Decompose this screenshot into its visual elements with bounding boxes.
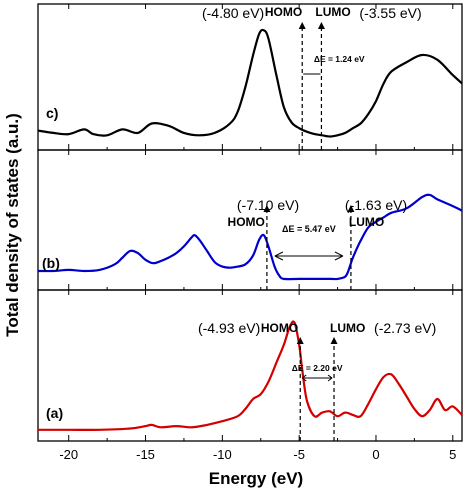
panel-label-1: (b)	[42, 255, 60, 271]
dos-curve-0	[37, 28, 463, 138]
x-axis-label: Energy (eV)	[209, 469, 303, 488]
lumo-value-1: (-1.63 eV)	[345, 197, 407, 213]
lumo-arrowhead-1	[347, 205, 355, 212]
gap-arrowhead-left-1	[274, 251, 284, 261]
lumo-value-0: (-3.55 eV)	[359, 5, 421, 21]
lumo-label-1: LUMO	[349, 215, 384, 229]
gap-arrowhead-left-2	[301, 374, 307, 382]
x-tick-label: -20	[59, 447, 78, 462]
homo-arrowhead-0	[298, 22, 306, 29]
x-tick-label: 5	[449, 447, 456, 462]
homo-arrowhead-1	[263, 205, 271, 212]
x-tick-label: -10	[213, 447, 232, 462]
y-axis-label: Total density of states (a.u.)	[3, 113, 22, 337]
dos-curve-1	[37, 193, 463, 281]
gap-label-2: ΔE = 2.20 eV	[292, 363, 343, 373]
lumo-arrowhead-2	[330, 337, 338, 344]
homo-value-1: (-7.10 eV)	[237, 197, 299, 213]
panel-label-2: (a)	[46, 405, 63, 421]
panel-frame-2	[37, 289, 463, 442]
lumo-arrowhead-0	[317, 22, 325, 29]
x-tick-label: -5	[293, 447, 305, 462]
x-tick-label: 0	[372, 447, 379, 462]
panel-frame-0	[37, 3, 463, 151]
lumo-label-2: LUMO	[330, 321, 365, 335]
homo-value-0: (-4.80 eV)	[202, 5, 264, 21]
gap-label-0: ΔE = 1.24 eV	[314, 54, 365, 64]
lumo-label-0: LUMO	[315, 5, 350, 19]
dos-curve-2	[38, 320, 463, 431]
homo-label-1: HOMO	[228, 215, 265, 229]
homo-label-0: HOMO	[265, 5, 302, 19]
gap-arrowhead-right-1	[334, 251, 344, 261]
x-tick-label: -15	[136, 447, 155, 462]
homo-arrowhead-2	[296, 337, 304, 344]
homo-label-2: HOMO	[261, 321, 298, 335]
gap-arrowhead-right-2	[327, 374, 333, 382]
panel-label-0: c)	[46, 105, 58, 121]
homo-value-2: (-4.93 eV)	[198, 320, 260, 336]
lumo-value-2: (-2.73 eV)	[374, 320, 436, 336]
gap-label-1: ΔE = 5.47 eV	[282, 224, 336, 234]
